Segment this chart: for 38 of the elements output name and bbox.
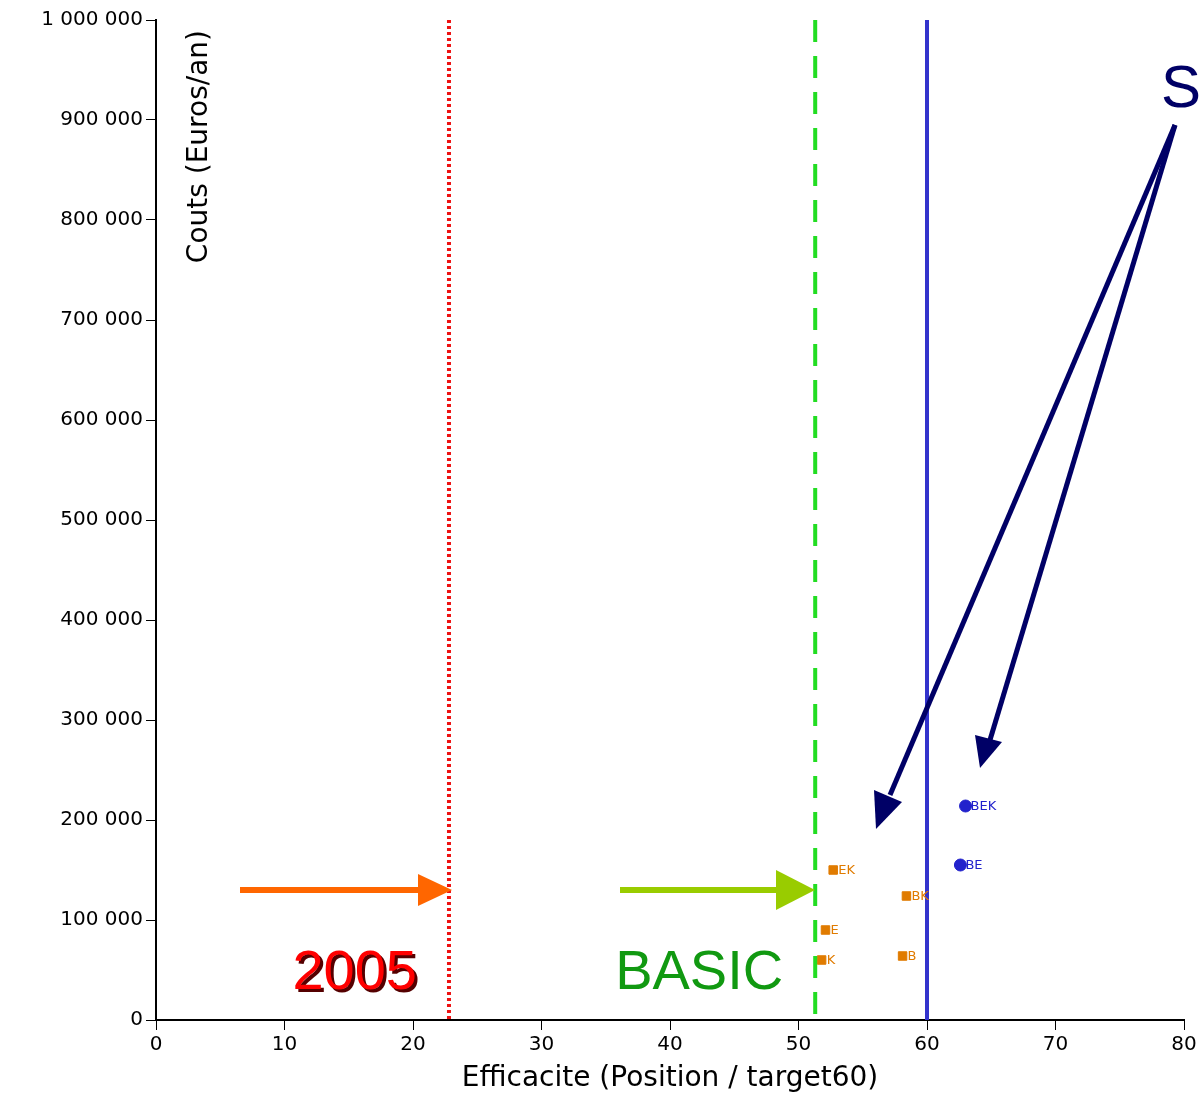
x-tick-label: 0 [149, 1031, 163, 1056]
y-tick-label: 800 000 [60, 206, 143, 231]
point [816, 955, 827, 965]
point [820, 925, 831, 935]
x-axis-title: Efficacite (Position / target60) [461, 1060, 879, 1094]
point [828, 865, 838, 875]
y-tick-label: 500 000 [60, 506, 143, 531]
y-tick-label: 900 000 [60, 106, 143, 131]
x-tick-label: 40 [657, 1031, 683, 1056]
x-tick-label: 10 [271, 1031, 298, 1056]
point [897, 951, 908, 961]
y-tick-label: 700 000 [60, 306, 143, 331]
y-tick-label: 200 000 [60, 806, 143, 831]
x-tick-label: 60 [914, 1031, 940, 1056]
y-axis-title: Couts (Euros/an) [181, 30, 215, 264]
point [901, 891, 912, 901]
annotation: B [907, 948, 917, 964]
x-tick-label: 50 [785, 1031, 812, 1056]
y-tick-label: 400 000 [60, 606, 143, 631]
annotation: BEK [970, 798, 997, 814]
y-tick-label: 600 000 [60, 406, 143, 431]
x-tick-label: 20 [400, 1031, 426, 1056]
annotation: K [826, 952, 836, 968]
y-tick-label: 1 000 000 [41, 6, 143, 31]
annotation: BASIC [615, 938, 784, 1001]
annotation: 2005 [295, 941, 420, 1004]
annotation: BE [965, 857, 983, 873]
x-tick-label: 80 [1171, 1031, 1197, 1056]
y-tick-label: 0 [130, 1006, 143, 1031]
annotation: EK [838, 862, 856, 878]
y-tick-label: 300 000 [60, 706, 143, 731]
annotation: E [830, 922, 839, 938]
x-tick-label: 70 [1042, 1031, 1069, 1056]
x-tick-label: 30 [528, 1031, 555, 1056]
y-tick-label: 100 000 [60, 906, 143, 931]
point [953, 858, 967, 872]
annotation: S [1160, 52, 1201, 120]
point [959, 799, 973, 813]
